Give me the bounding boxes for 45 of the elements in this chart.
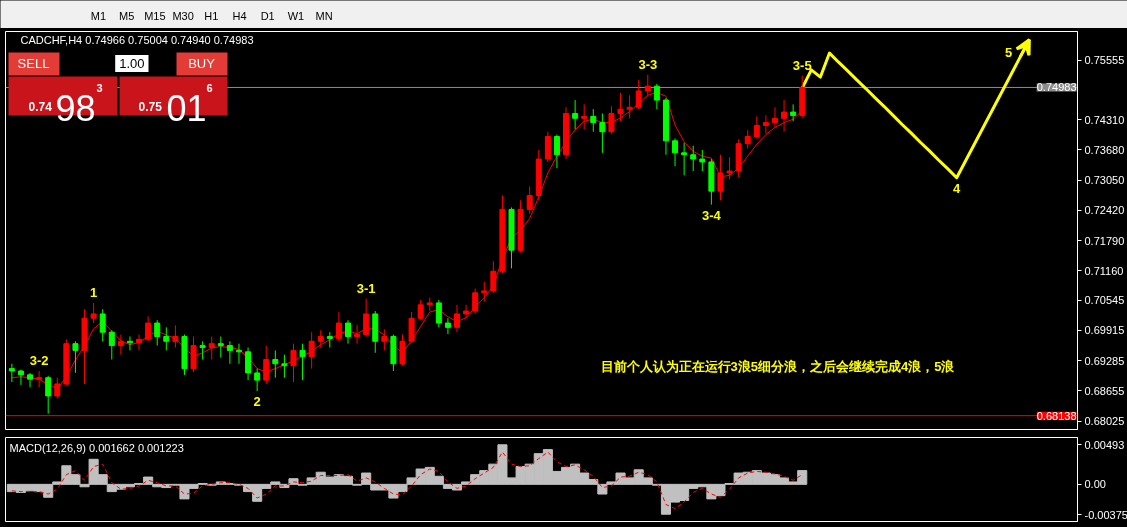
annotation: 3-5: [792, 57, 812, 73]
annotation: 3-4: [701, 207, 722, 223]
ref-line-label: 0.68138: [1036, 409, 1077, 422]
text: MN: [315, 9, 333, 22]
annotation: 6: [206, 81, 213, 94]
annotation: 目前个人认为正在运行3浪5细分浪，之后会继续完成4浪，5浪: [600, 359, 956, 374]
annotation: 3-1: [356, 280, 376, 296]
y-tick-label: 0.74310: [1084, 113, 1125, 126]
annotation: 2: [253, 394, 261, 410]
annotation: 5: [1004, 45, 1013, 60]
text: D1: [260, 9, 275, 22]
annotation: 3-2: [29, 353, 49, 368]
y-tick-label: 0.73050: [1084, 174, 1125, 187]
annotation: 0.74: [28, 100, 53, 114]
text: W1: [287, 9, 305, 22]
annotation: 4: [953, 180, 962, 196]
annotation: 1: [90, 284, 98, 300]
y-tick-label: 0.00493: [1084, 438, 1125, 451]
text: M30: [172, 9, 194, 22]
y-tick-label: 0.00: [1084, 478, 1106, 491]
y-tick-label: 0.70545: [1084, 294, 1125, 307]
y-tick-label: 0.72420: [1084, 204, 1125, 217]
annotation: SELL: [17, 56, 50, 71]
annotation: 0.75: [138, 100, 163, 114]
text: M5: [119, 9, 135, 22]
y-tick-label: 0.75555: [1084, 54, 1125, 67]
annotation: 3-3: [638, 56, 658, 72]
y-tick-label: -0.00375: [1084, 508, 1127, 521]
y-tick-label: 0.71790: [1084, 234, 1125, 247]
y-tick-label: 0.68025: [1084, 415, 1125, 428]
y-tick-label: 0.71160: [1084, 264, 1124, 277]
y-tick-label: 0.73680: [1084, 143, 1125, 156]
annotation: BUY: [188, 56, 216, 71]
y-tick-label: 0.68655: [1084, 384, 1125, 397]
annotation: 1.00: [119, 56, 145, 71]
annotation: 3: [96, 81, 103, 94]
chart-title: CADCHF,H4 0.74966 0.75004 0.74940 0.74983: [20, 33, 254, 46]
text: M15: [144, 9, 166, 22]
text: M1: [90, 9, 107, 22]
y-tick-label: 0.69915: [1084, 324, 1125, 337]
text: H1: [204, 9, 219, 22]
y-tick-label: 0.69285: [1084, 354, 1125, 367]
ref-line-label: 0.74983: [1036, 81, 1077, 94]
text: H4: [232, 9, 247, 22]
chart-title: MACD(12,26,9) 0.001662 0.001223: [9, 441, 184, 454]
